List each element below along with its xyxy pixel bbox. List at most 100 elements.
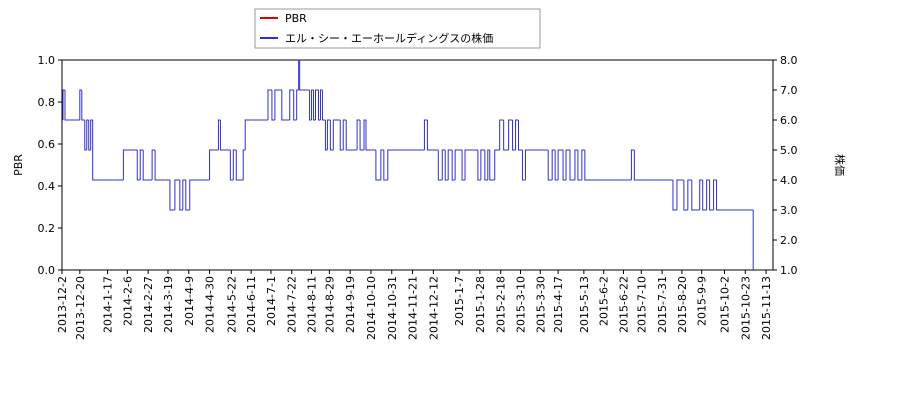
price-step xyxy=(342,119,347,150)
price-step xyxy=(464,149,478,180)
x-tick-label: 2014-10-31 xyxy=(386,276,399,340)
price-step xyxy=(441,149,446,180)
price-step xyxy=(84,120,87,151)
price-step xyxy=(480,149,485,180)
price-step xyxy=(136,150,141,181)
x-tick-label: 2014-3-19 xyxy=(162,276,175,333)
price-step xyxy=(494,149,500,180)
price-step xyxy=(581,149,585,180)
price-step xyxy=(274,89,282,120)
price-step xyxy=(383,150,388,181)
price-step xyxy=(315,89,319,120)
price-step xyxy=(716,180,754,211)
x-tick-label: 2014-9-19 xyxy=(344,276,357,333)
x-tick-label: 2014-4-30 xyxy=(204,276,217,333)
price-step xyxy=(293,90,297,121)
price-step xyxy=(499,119,504,150)
price-step xyxy=(332,119,341,150)
y2-tick-label: 8.0 xyxy=(780,54,798,67)
price-step xyxy=(122,149,138,180)
price-step xyxy=(447,149,453,180)
price-step xyxy=(142,150,153,181)
price-step xyxy=(363,119,367,150)
price-step xyxy=(179,180,183,211)
price-step xyxy=(356,119,361,150)
price-step xyxy=(487,149,490,180)
x-tick-label: 2015-9-9 xyxy=(696,276,709,326)
price-step xyxy=(345,120,358,151)
price-step xyxy=(309,90,312,121)
x-tick-label: 2014-8-11 xyxy=(306,276,319,333)
price-step xyxy=(296,89,299,120)
price-step xyxy=(569,150,575,181)
x-tick-label: 2015-4-17 xyxy=(552,276,565,333)
price-step xyxy=(687,179,692,210)
price-step xyxy=(311,89,314,120)
y-tick-label: 1.0 xyxy=(38,54,56,67)
x-tick-label: 2015-1-28 xyxy=(474,276,487,333)
price-step xyxy=(477,150,481,181)
price-step xyxy=(699,179,703,210)
price-step xyxy=(676,179,684,210)
price-step xyxy=(547,150,553,181)
price-step xyxy=(518,120,523,151)
legend-box xyxy=(254,8,541,49)
x-tick-label: 2015-7-10 xyxy=(635,276,648,333)
x-tick-label: 2014-12-12 xyxy=(427,276,440,340)
price-step xyxy=(86,119,89,150)
price-step xyxy=(271,90,275,121)
price-step xyxy=(521,150,526,181)
price-step xyxy=(174,179,180,210)
price-step xyxy=(461,150,466,181)
x-tick-label: 2014-4-9 xyxy=(183,276,196,326)
price-step xyxy=(380,149,384,180)
x-tick-label: 2015-6-2 xyxy=(598,276,611,326)
x-tick-label: 2015-10-23 xyxy=(739,276,752,340)
x-tick-label: 2014-10-10 xyxy=(365,276,378,340)
price-step xyxy=(702,180,707,211)
price-step xyxy=(154,150,170,181)
price-step xyxy=(365,120,376,151)
price-step xyxy=(557,149,564,180)
price-step xyxy=(691,180,700,211)
price-step xyxy=(232,149,237,180)
price-step xyxy=(289,89,294,120)
price-step xyxy=(151,149,156,180)
x-tick-label: 2013-12-20 xyxy=(74,276,87,340)
price-step xyxy=(317,90,321,121)
x-tick-label: 2015-5-13 xyxy=(578,276,591,333)
x-tick-label: 2015-8-20 xyxy=(676,276,689,333)
price-step xyxy=(426,120,439,151)
x-tick-label: 2014-7-1 xyxy=(265,276,278,326)
price-step xyxy=(217,119,221,150)
price-step xyxy=(90,119,93,150)
y-axis-label: PBR xyxy=(12,154,25,176)
price-step xyxy=(551,149,556,180)
price-step xyxy=(242,149,246,180)
price-step xyxy=(326,119,331,150)
x-tick-label: 2014-8-29 xyxy=(323,276,336,333)
price-step xyxy=(209,149,219,180)
price-step xyxy=(709,180,714,211)
y-tick-label: 0.4 xyxy=(38,180,56,193)
x-tick-label: 2015-2-18 xyxy=(495,276,508,333)
price-step xyxy=(454,149,463,180)
price-step xyxy=(219,120,231,151)
price-step xyxy=(423,119,428,150)
price-step xyxy=(375,150,381,181)
x-tick-label: 2014-5-22 xyxy=(225,276,238,333)
x-tick-label: 2015-6-22 xyxy=(617,276,630,333)
price-step xyxy=(182,179,186,210)
price-step xyxy=(319,89,323,120)
y2-tick-label: 1.0 xyxy=(780,264,798,277)
x-tick-label: 2014-11-21 xyxy=(407,276,420,340)
price-step xyxy=(489,150,495,181)
price-step xyxy=(281,90,290,121)
price-step xyxy=(81,90,85,121)
price-step xyxy=(633,150,673,181)
x-tick-label: 2015-3-30 xyxy=(534,276,547,333)
x-tick-label: 2013-12-2 xyxy=(56,276,69,333)
price-step xyxy=(189,179,210,210)
price-step xyxy=(565,149,570,180)
